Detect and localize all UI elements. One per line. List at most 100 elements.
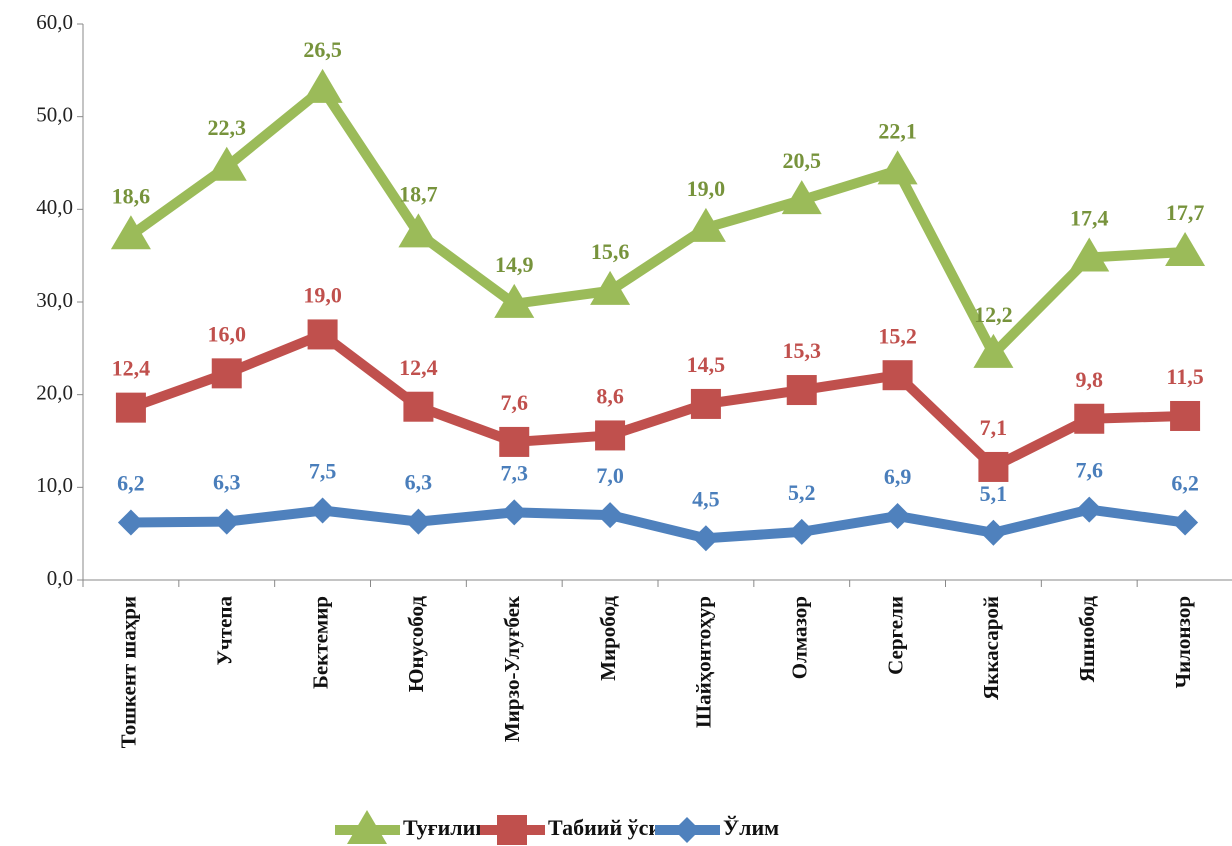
marker xyxy=(1172,509,1199,536)
marker xyxy=(1076,496,1103,523)
data-label: 18,7 xyxy=(399,181,438,206)
marker xyxy=(978,451,1009,482)
x-tick-label: Мирзо-Улуғбек xyxy=(500,595,524,742)
y-tick-label: 20,0 xyxy=(36,380,73,404)
data-label: 17,7 xyxy=(1166,200,1205,225)
marker xyxy=(788,518,815,545)
data-label: 15,3 xyxy=(783,338,822,363)
x-tick-label: Миробод xyxy=(596,596,620,681)
data-label: 6,3 xyxy=(405,470,433,495)
marker xyxy=(347,810,387,844)
data-label: 20,5 xyxy=(783,148,822,173)
data-label: 11,5 xyxy=(1166,364,1203,389)
data-label: 7,5 xyxy=(309,459,337,484)
marker xyxy=(213,508,240,535)
data-label: 22,1 xyxy=(878,118,917,143)
marker xyxy=(206,146,247,181)
marker xyxy=(405,508,432,535)
marker xyxy=(674,817,700,843)
marker xyxy=(781,180,822,215)
x-tick-label: Учтепа xyxy=(213,596,237,666)
marker xyxy=(692,525,719,552)
data-label: 16,0 xyxy=(208,321,247,346)
marker xyxy=(1074,403,1105,434)
marker xyxy=(980,519,1007,546)
marker xyxy=(117,509,144,536)
x-tick-label: Чилонзор xyxy=(1171,596,1195,688)
data-label: 6,3 xyxy=(213,470,241,495)
x-tick-label: Тошкент шаҳри xyxy=(117,596,141,748)
marker xyxy=(302,68,343,103)
marker xyxy=(597,502,624,529)
data-label: 17,4 xyxy=(1070,206,1109,231)
series-line xyxy=(130,504,1186,544)
marker xyxy=(1069,237,1110,272)
marker xyxy=(685,207,726,242)
data-label: 7,6 xyxy=(1076,458,1104,483)
marker xyxy=(973,333,1014,368)
data-label: 6,2 xyxy=(117,471,145,496)
series-line xyxy=(129,329,1186,472)
y-tick-label: 40,0 xyxy=(36,195,73,219)
data-label: 12,4 xyxy=(399,355,438,380)
marker xyxy=(884,503,911,530)
data-label: 12,4 xyxy=(112,356,151,381)
data-label: 12,2 xyxy=(974,302,1013,327)
marker xyxy=(110,215,151,250)
data-label: 7,0 xyxy=(596,463,624,488)
marker xyxy=(494,283,535,318)
data-label: 7,6 xyxy=(501,390,529,415)
marker xyxy=(497,815,527,845)
y-tick-label: 30,0 xyxy=(36,288,73,312)
marker xyxy=(211,358,242,389)
data-label: 7,1 xyxy=(980,415,1008,440)
data-label: 6,9 xyxy=(884,464,912,489)
marker xyxy=(499,426,530,457)
y-tick-label: 50,0 xyxy=(36,102,73,126)
data-label: 15,2 xyxy=(878,323,917,348)
marker xyxy=(877,150,918,185)
series-line xyxy=(128,83,1186,359)
data-label: 14,5 xyxy=(687,352,726,377)
x-tick-label: Сергели xyxy=(883,596,907,675)
data-label: 26,5 xyxy=(303,37,342,62)
data-label: 8,6 xyxy=(596,383,624,408)
data-label: 5,1 xyxy=(980,481,1008,506)
data-label: 15,6 xyxy=(591,239,630,264)
y-tick-label: 0,0 xyxy=(47,566,73,590)
data-label: 6,2 xyxy=(1171,471,1199,496)
marker xyxy=(690,388,721,419)
data-label: 18,6 xyxy=(112,183,151,208)
data-label: 9,8 xyxy=(1076,367,1104,392)
y-tick-label: 60,0 xyxy=(36,10,73,34)
data-label: 5,2 xyxy=(788,480,816,505)
marker xyxy=(595,420,626,451)
marker xyxy=(1165,231,1206,266)
marker xyxy=(786,375,817,406)
marker xyxy=(501,499,528,526)
marker xyxy=(403,391,434,422)
data-label: 22,3 xyxy=(208,115,247,140)
data-label: 14,9 xyxy=(495,252,534,277)
x-tick-label: Олмазор xyxy=(788,596,812,679)
marker xyxy=(115,392,146,423)
marker xyxy=(307,319,338,350)
marker xyxy=(1170,400,1201,431)
legend-label: Ўлим xyxy=(723,815,779,840)
x-tick-label: Юнусобод xyxy=(404,596,428,693)
marker xyxy=(398,213,439,248)
data-label: 19,0 xyxy=(303,282,342,307)
x-tick-label: Шайҳонтоҳур xyxy=(692,596,716,728)
x-tick-label: Бектемир xyxy=(308,596,332,689)
data-label: 4,5 xyxy=(692,486,720,511)
legend-label: Туғилиш xyxy=(403,815,494,840)
y-tick-label: 10,0 xyxy=(36,473,73,497)
marker xyxy=(882,360,913,391)
marker xyxy=(309,497,336,524)
data-label: 19,0 xyxy=(687,176,726,201)
data-label: 7,3 xyxy=(501,460,529,485)
marker xyxy=(590,270,631,305)
x-tick-label: Яшнобод xyxy=(1075,596,1099,683)
x-tick-label: Яккасарой xyxy=(979,596,1003,700)
